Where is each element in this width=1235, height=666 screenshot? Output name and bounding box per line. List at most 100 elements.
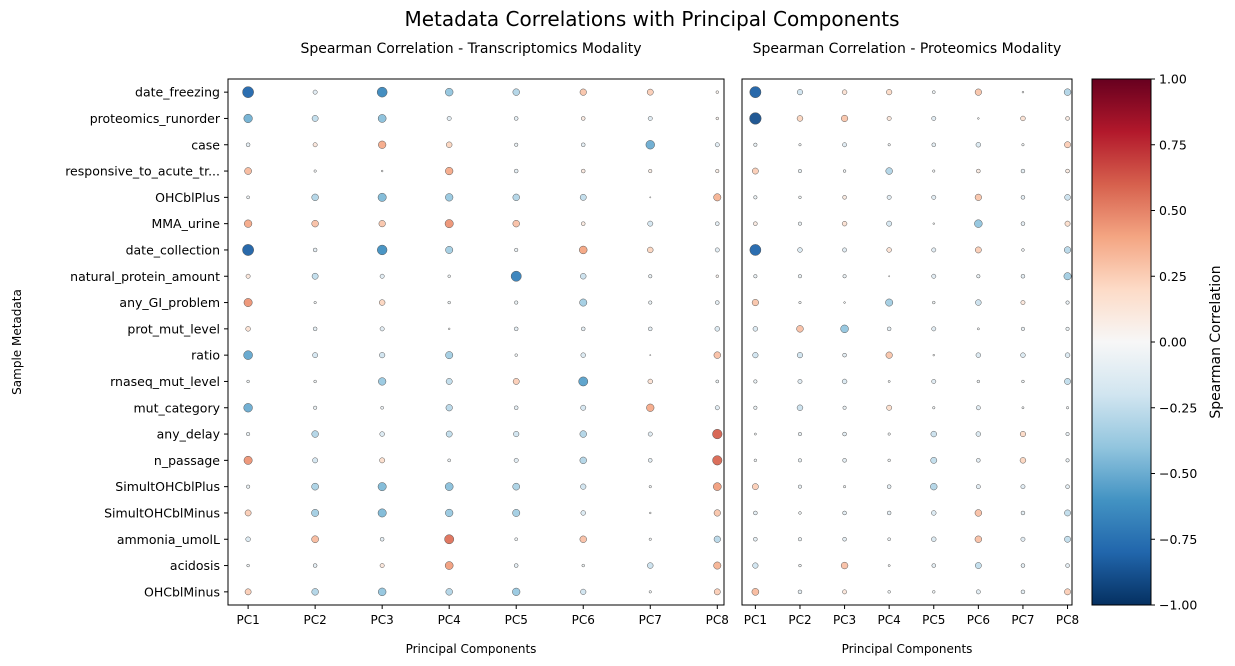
- correlation-dot: [580, 352, 586, 358]
- correlation-dot: [976, 274, 981, 279]
- correlation-dot: [312, 457, 319, 464]
- correlation-dot: [842, 458, 847, 463]
- correlation-dot: [976, 379, 980, 384]
- correlation-dot: [1064, 588, 1071, 596]
- correlation-dot: [1064, 141, 1071, 149]
- correlation-dot: [843, 301, 846, 304]
- correlation-dot: [974, 219, 983, 228]
- correlation-dot: [512, 509, 521, 517]
- correlation-dot: [647, 431, 653, 437]
- correlation-dot: [579, 456, 587, 464]
- correlation-dot: [713, 588, 721, 596]
- correlation-dot: [797, 169, 802, 174]
- correlation-dot: [513, 431, 520, 438]
- correlation-dot: [243, 455, 253, 465]
- correlation-dot: [749, 112, 762, 125]
- correlation-dot: [1019, 457, 1027, 464]
- correlation-dot: [715, 300, 720, 305]
- correlation-dot: [243, 298, 253, 307]
- correlation-dot: [646, 403, 655, 412]
- correlation-dot: [1065, 484, 1070, 489]
- correlation-dot: [1020, 274, 1026, 279]
- correlation-dot: [798, 143, 802, 147]
- correlation-dot: [1064, 509, 1071, 517]
- correlation-dot: [932, 169, 936, 173]
- correlation-dot: [243, 113, 253, 123]
- correlation-dot: [975, 352, 982, 358]
- correlation-dot: [797, 274, 802, 279]
- correlation-dot: [579, 88, 587, 96]
- proteomics-panel: PC1 PC2 PC3 PC4 PC5 PC6 PC7 PC8: [741, 78, 1079, 627]
- y-tick-label: MMA_urine: [151, 216, 220, 231]
- correlation-dot: [1019, 431, 1026, 438]
- correlation-dot: [974, 193, 982, 201]
- correlation-dot: [445, 87, 454, 97]
- correlation-dot: [797, 458, 802, 463]
- correlation-dot: [1064, 194, 1071, 201]
- correlation-dot: [243, 403, 253, 413]
- correlation-dot: [444, 534, 455, 545]
- correlation-dot: [444, 219, 454, 229]
- correlation-dot: [797, 247, 803, 253]
- correlation-dot: [311, 220, 319, 228]
- correlation-dot: [378, 220, 386, 228]
- correlation-dot: [930, 483, 938, 491]
- correlation-dot: [311, 430, 319, 438]
- correlation-dot: [514, 326, 519, 332]
- colorbar-tick-label: 0.50: [1159, 203, 1187, 218]
- correlation-dot: [245, 536, 251, 542]
- y-tick-label: n_passage: [154, 453, 220, 468]
- y-tick-label: ammonia_umolL: [117, 532, 220, 547]
- correlation-dot: [1020, 326, 1025, 331]
- correlation-dot: [313, 379, 317, 384]
- panel-2-xlabel: Principal Components: [842, 642, 973, 656]
- correlation-dot: [931, 536, 937, 542]
- correlation-dot: [714, 142, 720, 148]
- correlation-dot: [445, 193, 454, 202]
- correlation-dot: [752, 167, 759, 175]
- correlation-dot: [713, 509, 721, 517]
- correlation-dot: [931, 116, 937, 121]
- correlation-dot: [445, 246, 454, 254]
- correlation-dot: [445, 378, 453, 385]
- correlation-dot: [512, 88, 520, 96]
- correlation-dot: [712, 455, 723, 466]
- correlation-dot: [312, 142, 318, 148]
- correlation-dot: [379, 273, 385, 279]
- y-tick-label: responsive_to_acute_tr...: [65, 164, 220, 179]
- correlation-dot: [244, 509, 252, 517]
- correlation-dot: [311, 193, 319, 201]
- correlation-dot: [749, 86, 762, 99]
- x-tick-label: PC7: [639, 613, 662, 627]
- x-tick-label: PC8: [706, 613, 729, 627]
- y-tick-label: date_freezing: [135, 85, 220, 100]
- correlation-dot: [713, 561, 722, 570]
- correlation-dot: [313, 301, 317, 305]
- correlation-dot: [798, 195, 802, 199]
- correlation-dot: [377, 192, 387, 202]
- correlation-dot: [751, 299, 759, 307]
- correlation-dot: [931, 379, 937, 384]
- correlation-dot: [796, 325, 804, 333]
- y-tick-label: proteomics_runorder: [90, 111, 221, 126]
- correlation-dot: [380, 405, 384, 410]
- correlation-dot: [647, 246, 654, 254]
- correlation-dot: [313, 169, 317, 173]
- correlation-dot: [842, 352, 847, 358]
- x-tick-label: PC5: [922, 613, 945, 627]
- correlation-dot: [715, 116, 719, 121]
- correlation-dot: [444, 482, 454, 491]
- correlation-dot: [842, 510, 847, 516]
- x-tick-label: PC1: [744, 613, 767, 627]
- correlation-dot: [447, 300, 451, 305]
- correlation-dot: [579, 194, 587, 201]
- correlation-dot: [713, 351, 721, 359]
- colorbar-tick-label: −0.50: [1159, 466, 1197, 481]
- y-tick-label: mut_category: [134, 400, 221, 415]
- correlation-dot: [843, 485, 847, 489]
- correlation-dot: [578, 376, 589, 387]
- correlation-dot: [311, 535, 319, 544]
- x-tick-label: PC4: [878, 613, 901, 627]
- correlation-dot: [312, 563, 318, 568]
- correlation-dot: [513, 457, 519, 463]
